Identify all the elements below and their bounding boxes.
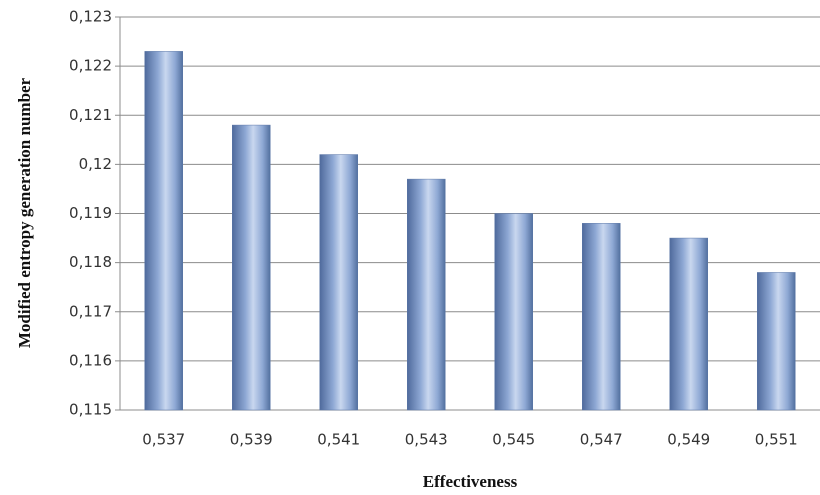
y-tick-label: 0,122 (69, 57, 112, 75)
y-tick-label: 0,12 (79, 155, 112, 173)
x-tick-label: 0,545 (492, 431, 535, 449)
bar (669, 237, 708, 411)
x-tick-label: 0,541 (317, 431, 360, 449)
y-tick-label: 0,123 (69, 8, 112, 26)
bar (232, 124, 271, 411)
y-axis-title: Modified entropy generation number (15, 77, 34, 348)
x-tick-label: 0,537 (142, 431, 185, 449)
bar (144, 51, 183, 411)
bar (319, 154, 358, 411)
x-tick-label: 0,547 (580, 431, 623, 449)
y-tick-label: 0,121 (69, 106, 112, 124)
bar (407, 178, 446, 411)
y-tick-label: 0,119 (69, 204, 112, 222)
x-tick-label: 0,551 (755, 431, 798, 449)
bar (582, 223, 621, 411)
y-tick-label: 0,116 (69, 351, 112, 369)
y-tick-label: 0,117 (69, 302, 112, 320)
y-tick-label: 0,115 (69, 401, 112, 419)
bar (757, 272, 796, 411)
x-tick-label: 0,539 (230, 431, 273, 449)
x-tick-label: 0,543 (405, 431, 448, 449)
y-tick-label: 0,118 (69, 253, 112, 271)
x-axis-title: Effectiveness (423, 472, 518, 491)
bar (494, 213, 533, 411)
x-tick-label: 0,549 (667, 431, 710, 449)
